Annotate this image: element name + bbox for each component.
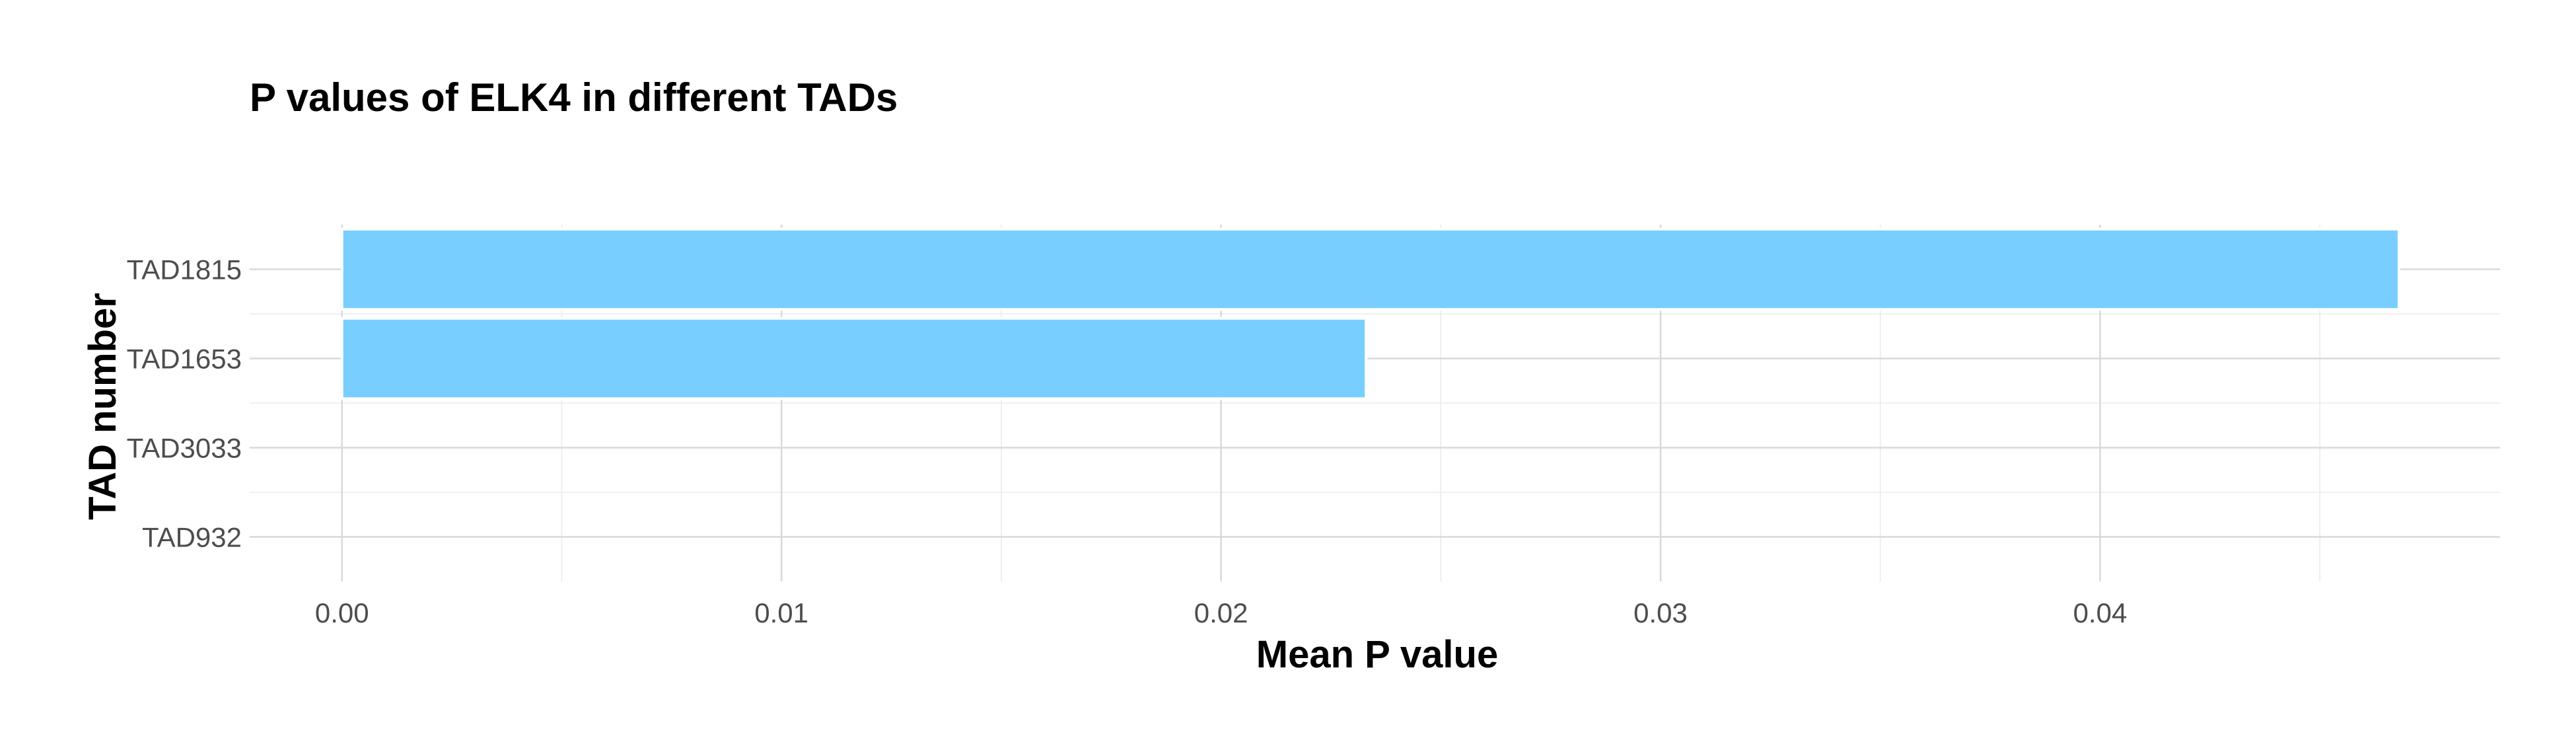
y-tick-label: TAD3033 [127,433,242,464]
chart-title: P values of ELK4 in different TADs [250,75,898,120]
x-axis-tick-labels: 0.00 0.01 0.02 0.03 0.04 [315,597,2127,628]
x-tick-label: 0.00 [315,597,369,628]
bar-tad1815 [340,227,2400,311]
y-tick-label: TAD1653 [127,344,242,375]
x-tick-label: 0.01 [754,597,808,628]
bars [340,227,2400,400]
y-tick-label: TAD1815 [127,254,242,285]
bar-tad1653 [340,317,1368,400]
x-tick-label: 0.02 [1194,597,1248,628]
x-tick-label: 0.04 [2073,597,2128,628]
x-tick-label: 0.03 [1633,597,1688,628]
y-axis-title: TAD number [81,293,124,520]
y-axis-tick-labels: TAD1815 TAD1653 TAD3033 TAD932 [127,254,242,553]
x-axis-title: Mean P value [1256,633,1498,676]
y-tick-label: TAD932 [142,522,242,553]
